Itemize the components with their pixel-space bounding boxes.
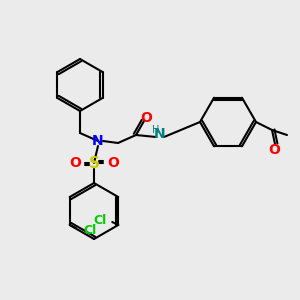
Text: O: O <box>69 156 81 170</box>
Text: Cl: Cl <box>83 224 96 236</box>
Text: N: N <box>154 127 166 141</box>
Text: O: O <box>140 111 152 125</box>
Text: N: N <box>92 134 104 148</box>
Text: O: O <box>107 156 119 170</box>
Text: S: S <box>88 155 100 170</box>
Text: H: H <box>152 125 160 135</box>
Text: Cl: Cl <box>94 214 107 226</box>
Text: O: O <box>268 143 280 157</box>
